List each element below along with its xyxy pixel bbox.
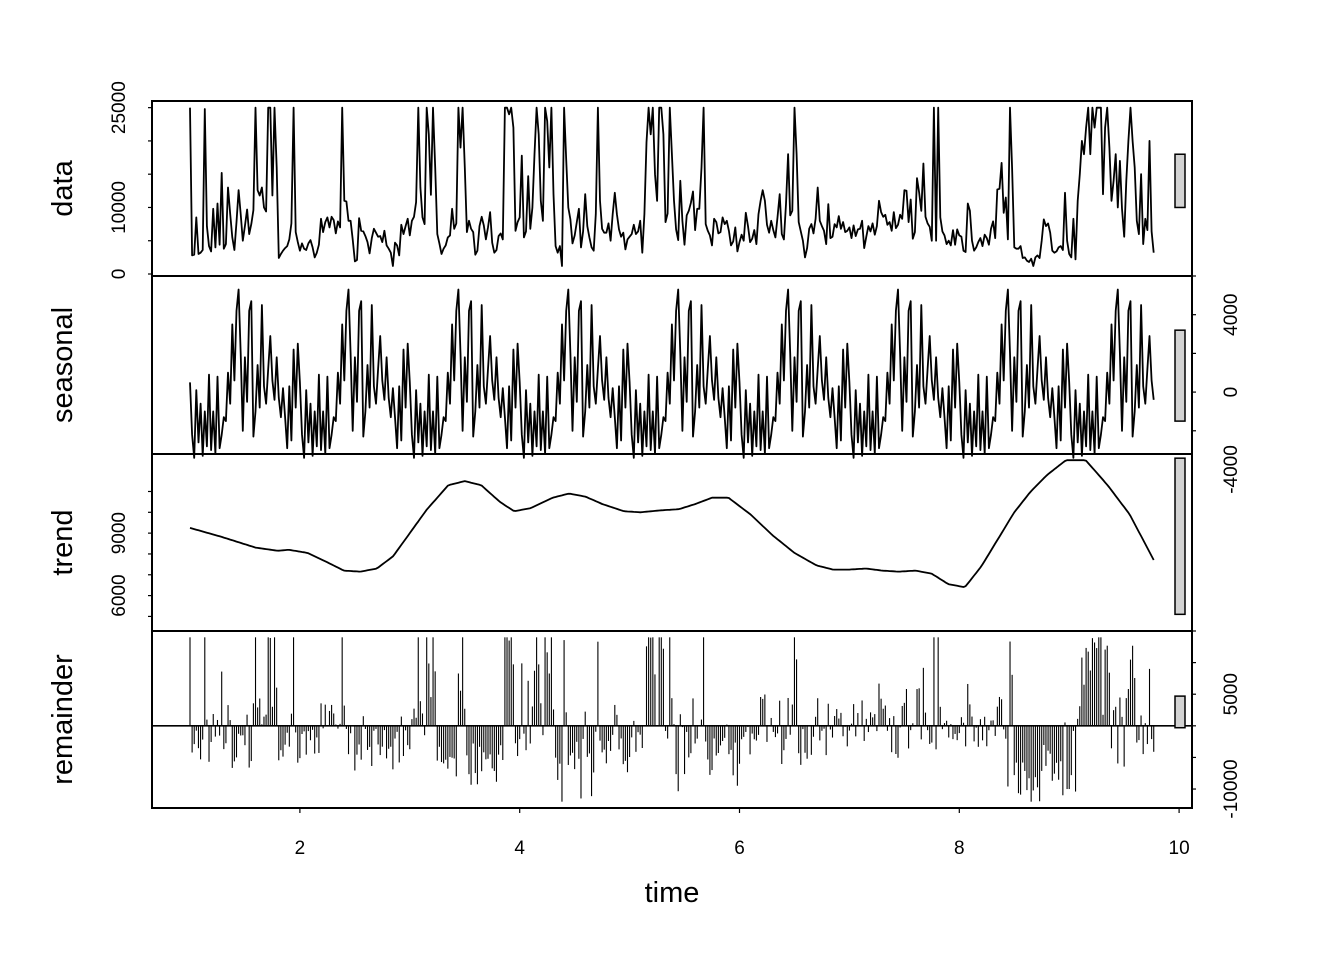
seasonal-series-line [189,288,1155,459]
x-axis-label: time [645,877,700,909]
x-tick-label: 8 [954,838,965,859]
panel-frame [151,453,1193,632]
range-bar [1174,329,1186,422]
data-axis-label: data [47,159,79,216]
y-tick-label: 4000 [1221,294,1242,336]
y-tick-label: 9000 [109,512,130,554]
trend-series-line [189,459,1155,588]
panel-frame [151,100,1193,277]
x-tick-label: 10 [1169,838,1190,859]
x-axis: 2 4 6 8 10 [295,808,1190,859]
y-tick-label: 10000 [109,181,130,234]
panel-trend: 6000 9000 trend [47,453,1193,632]
panel-frame [151,630,1193,809]
y-tick-label: -4000 [1221,445,1242,494]
range-bar [1174,457,1186,616]
trend-axis-label: trend [47,509,79,575]
y-tick-label: 5000 [1221,673,1242,715]
y-tick-label: 0 [109,269,130,280]
y-tick-label: 25000 [109,81,130,134]
data-series-line [189,106,1155,267]
y-tick-label: 0 [1221,387,1242,398]
y-tick-label: -10000 [1221,759,1242,818]
y-tick-label: 6000 [109,574,130,616]
remainder-axis-label: remainder [47,654,79,785]
x-tick-label: 6 [734,838,745,859]
x-tick-label: 4 [514,838,525,859]
panel-remainder: -10000 5000 remainder [47,630,1242,819]
seasonal-axis-label: seasonal [47,307,79,423]
range-bar [1174,153,1186,209]
x-tick-label: 2 [295,838,306,859]
panel-seasonal: -4000 0 4000 seasonal [47,275,1242,494]
panel-data: 0 10000 25000 data [47,81,1193,280]
range-bar [1174,695,1186,729]
